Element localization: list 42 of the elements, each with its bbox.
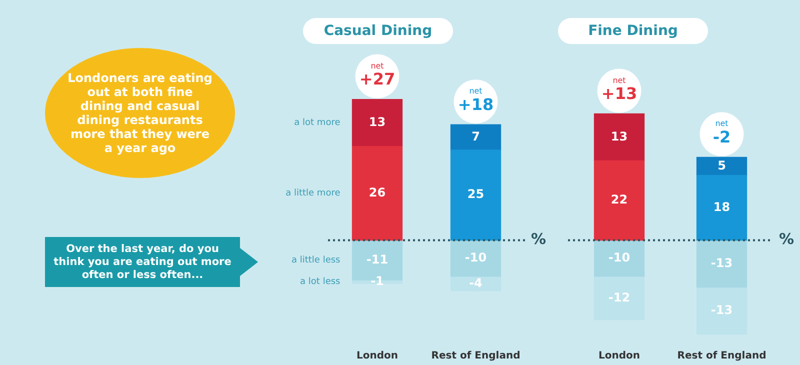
data-label: -13 <box>710 256 733 270</box>
annotation: net -2 <box>712 119 731 146</box>
ref-line-label: % <box>531 230 546 248</box>
circle-callout: Londoners are eating out at both fine dining and casual dining restaurants more that they were a year ago <box>45 48 235 178</box>
series-label: a little more <box>286 188 341 199</box>
chart-title: Casual Dining <box>303 18 453 44</box>
data-label: 5 <box>718 158 726 172</box>
data-label: 18 <box>713 200 730 214</box>
x-tick-label: Rest of England <box>677 350 766 362</box>
bar <box>696 240 748 288</box>
bar <box>696 174 748 241</box>
data-label: -10 <box>608 250 630 264</box>
x-tick-label: Rest of England <box>431 350 520 362</box>
series-label: a little less <box>292 256 341 266</box>
annotation: net +13 <box>601 76 638 103</box>
series-label: a lot more <box>294 118 341 128</box>
data-label: 13 <box>610 129 628 144</box>
ref-line-label: % <box>779 230 794 248</box>
data-label: -4 <box>469 276 482 290</box>
annotation: net +18 <box>458 86 494 114</box>
data-label: 7 <box>472 129 480 144</box>
bar <box>696 286 748 335</box>
data-label: -10 <box>464 250 487 264</box>
data-label: -11 <box>366 252 388 266</box>
x-tick-label: London <box>356 350 398 362</box>
bar <box>594 240 645 277</box>
data-label: 25 <box>467 187 484 202</box>
data-label: -12 <box>608 290 630 304</box>
bar <box>594 276 645 320</box>
annotation: net +27 <box>359 61 396 88</box>
data-label: 26 <box>368 185 386 200</box>
x-tick-label: London <box>598 350 640 362</box>
bar <box>352 146 403 241</box>
chart-title: Fine Dining <box>558 18 708 44</box>
series-label: a lot less <box>300 277 341 288</box>
bar <box>450 240 502 277</box>
data-label: -1 <box>370 274 384 288</box>
bar <box>450 150 502 241</box>
bar <box>594 160 645 241</box>
data-label: 13 <box>368 114 386 129</box>
data-label: -13 <box>710 302 733 317</box>
data-label: 22 <box>610 192 628 207</box>
